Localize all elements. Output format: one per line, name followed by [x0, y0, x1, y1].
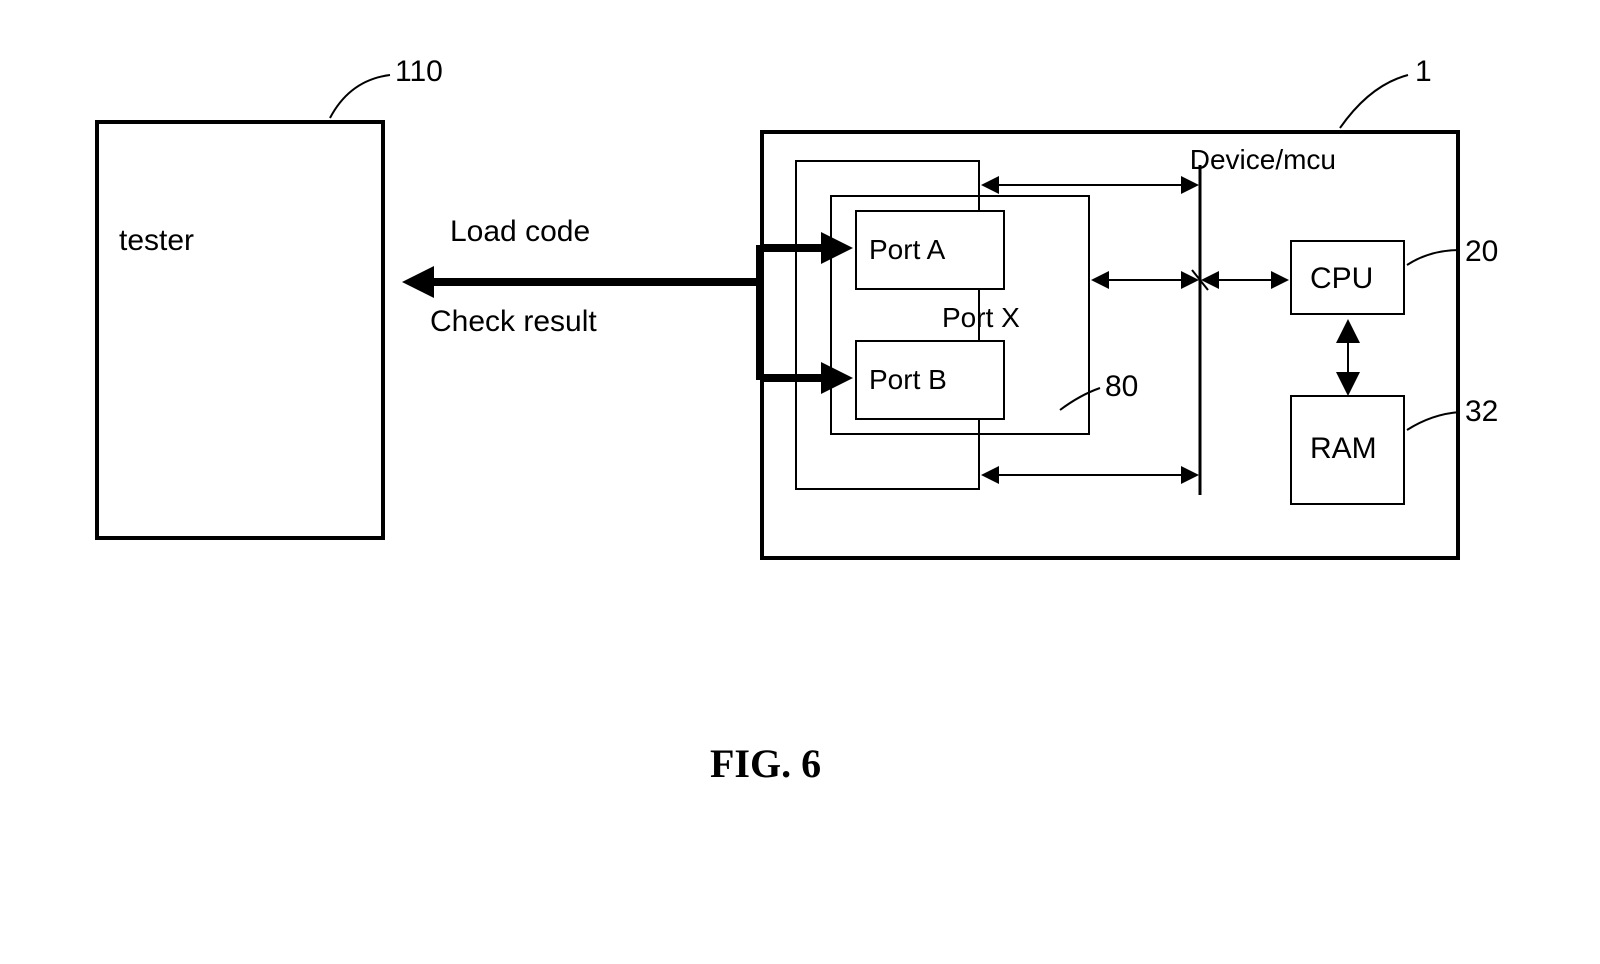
figure-caption: FIG. 6 [710, 740, 821, 787]
portb-block: Port B [855, 340, 1005, 420]
device-callout-num: 1 [1415, 55, 1432, 89]
tester-block: tester [95, 120, 385, 540]
cpu-label: CPU [1310, 262, 1373, 296]
check-result-label: Check result [430, 305, 597, 339]
ram-block: RAM [1290, 395, 1405, 505]
ram-callout-num: 32 [1465, 395, 1498, 429]
cpu-callout-num: 20 [1465, 235, 1498, 269]
portx-callout-num: 80 [1105, 370, 1138, 404]
device-label: Device/mcu [1190, 144, 1336, 176]
load-code-label: Load code [450, 215, 590, 249]
porta-block: Port A [855, 210, 1005, 290]
ram-label: RAM [1310, 432, 1377, 466]
portx-label: Port X [942, 302, 1020, 334]
portb-label: Port B [869, 364, 947, 396]
tester-callout-num: 110 [395, 55, 443, 89]
porta-label: Port A [869, 234, 945, 266]
tester-label: tester [119, 224, 194, 258]
cpu-block: CPU [1290, 240, 1405, 315]
